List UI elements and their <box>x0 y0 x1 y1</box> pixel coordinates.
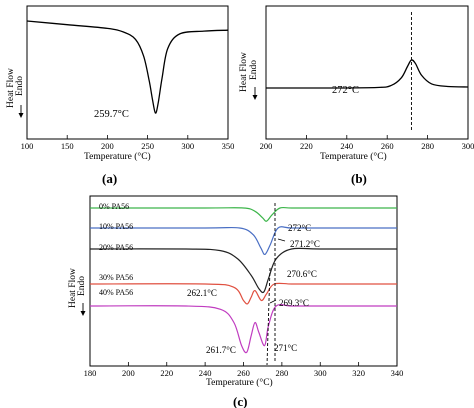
panel-c: 180 200 220 240 260 280 300 320 340 0% PA56 10% … <box>68 195 404 408</box>
panel-a: 100 150 200 250 300 350 Heat Flow Endo 259.7°… <box>6 5 235 186</box>
y-axis-label: Heat Flow <box>239 52 249 92</box>
x-axis-label: Temperature (°C) <box>206 377 273 388</box>
dsc-curve <box>89 303 397 354</box>
x-ticks: 180 200 220 240 260 280 300 320 340 <box>84 362 404 378</box>
x-tick-label: 280 <box>276 368 289 378</box>
peak-annotation: 259.7°C <box>94 109 129 120</box>
annotation-leader <box>277 238 286 242</box>
x-tick-label: 100 <box>21 141 34 151</box>
y-axis-label: Heat Flow <box>68 268 78 308</box>
panel-label: (c) <box>233 394 247 408</box>
dsc-curve <box>89 282 397 305</box>
dsc-curve <box>89 247 397 294</box>
x-tick-label: 200 <box>260 141 273 151</box>
x-tick-label: 320 <box>352 368 365 378</box>
peak-annotation: 261.7°C <box>206 345 236 355</box>
panel-label: (a) <box>102 171 117 186</box>
x-tick-label: 280 <box>421 141 434 151</box>
y-axis-arrowhead <box>80 311 86 316</box>
dsc-curves <box>89 206 397 354</box>
x-tick-label: 180 <box>84 368 97 378</box>
peak-annotation: 271°C <box>274 343 297 353</box>
peak-annotation: 272°C <box>288 223 311 233</box>
x-tick-label: 240 <box>340 141 353 151</box>
series-label: 40% PA56 <box>99 288 133 297</box>
y-axis-label: Heat Flow <box>6 68 16 108</box>
y-axis-direction-label: Endo <box>249 60 259 80</box>
x-tick-label: 200 <box>101 141 114 151</box>
annotation-leader <box>269 299 277 304</box>
y-axis-arrowhead <box>18 113 24 118</box>
reference-line <box>266 267 271 366</box>
x-tick-label: 220 <box>300 141 313 151</box>
dsc-curve <box>26 20 229 114</box>
x-tick-label: 150 <box>61 141 74 151</box>
plot-frame <box>89 195 398 367</box>
x-tick-label: 250 <box>141 141 154 151</box>
y-axis-direction-label: Endo <box>15 76 25 96</box>
x-tick-label: 340 <box>391 368 404 378</box>
x-tick-label: 200 <box>122 368 135 378</box>
x-axis-label: Temperature (°C) <box>320 151 387 162</box>
dsc-curve <box>89 206 397 222</box>
peak-annotation: 270.6°C <box>287 269 317 279</box>
peak-annotation: 272°C <box>332 85 359 96</box>
peak-annotation: 269.3°C <box>279 298 309 308</box>
x-ticks: 100 150 200 250 300 350 <box>21 135 235 151</box>
x-tick-label: 220 <box>160 368 173 378</box>
y-axis-arrowhead <box>252 95 258 100</box>
x-tick-label: 260 <box>381 141 394 151</box>
x-tick-label: 260 <box>237 368 250 378</box>
series-label: 30% PA56 <box>99 273 133 282</box>
x-ticks: 200 220 240 260 280 300 <box>260 135 474 151</box>
panel-label: (b) <box>351 171 367 186</box>
plot-frame <box>265 5 469 140</box>
x-axis-label: Temperature (°C) <box>84 151 151 162</box>
peak-annotation: 271.2°C <box>290 239 320 249</box>
series-label: 20% PA56 <box>99 243 133 252</box>
plot-frame <box>26 5 229 140</box>
x-tick-label: 300 <box>462 141 474 151</box>
x-tick-label: 300 <box>181 141 194 151</box>
dsc-curve <box>90 226 397 256</box>
panel-b: 200 220 240 260 280 300 Heat Flow Endo 272°C … <box>239 5 474 186</box>
series-label: 10% PA56 <box>99 222 133 231</box>
dsc-curve <box>265 59 469 89</box>
x-tick-label: 300 <box>314 368 327 378</box>
peak-annotation: 262.1°C <box>187 288 217 298</box>
x-tick-label: 350 <box>222 141 235 151</box>
x-tick-label: 240 <box>199 368 212 378</box>
y-axis-direction-label: Endo <box>77 276 87 296</box>
series-label: 0% PA56 <box>99 202 129 211</box>
